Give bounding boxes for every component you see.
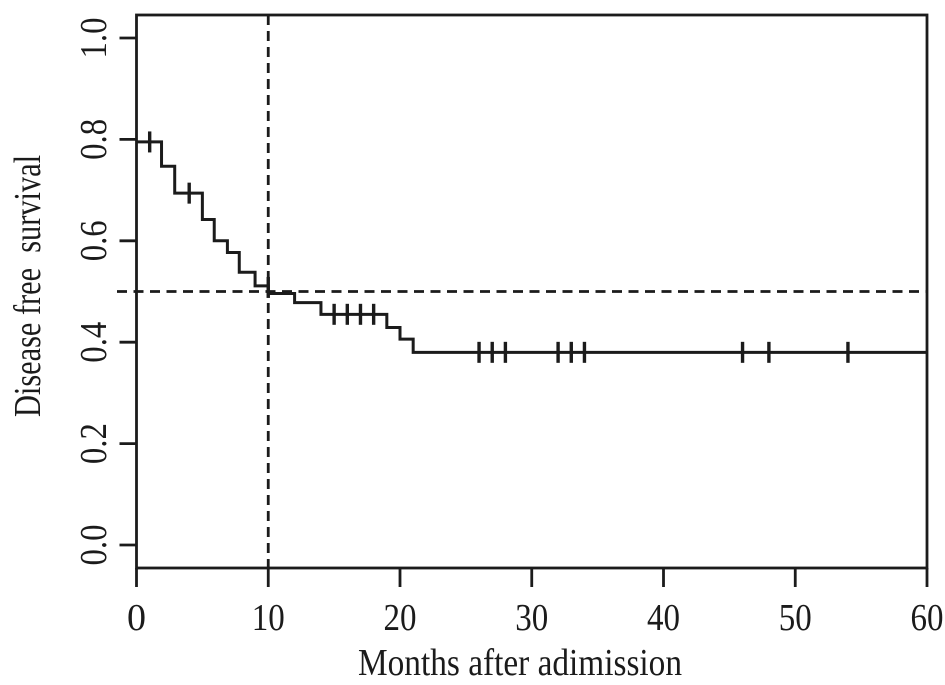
y-tick-label: 0.6 — [73, 220, 115, 261]
x-tick-label: 0 — [127, 597, 146, 639]
x-tick-label: 20 — [384, 597, 417, 639]
y-tick-label: 0.2 — [73, 423, 115, 464]
survival-curve-group — [136, 140, 927, 354]
x-axis: 0 10 20 30 40 50 60 — [127, 568, 944, 639]
y-axis: 1.0 0.8 0.6 0.4 0.2 0.0 — [73, 18, 137, 566]
x-tick-label: 60 — [911, 597, 944, 639]
x-tick-label: 50 — [779, 597, 812, 639]
x-tick-label: 30 — [515, 597, 548, 639]
y-axis-title: Disease free survival — [7, 155, 49, 417]
x-tick-label: 10 — [252, 597, 285, 639]
censor-marks-group — [147, 131, 850, 363]
x-tick-label: 40 — [647, 597, 680, 639]
x-axis-title: Months after adimission — [358, 642, 682, 684]
y-tick-label: 0.0 — [73, 525, 115, 566]
reference-lines — [117, 15, 927, 568]
y-tick-label: 0.8 — [73, 119, 115, 160]
y-tick-label: 1.0 — [73, 18, 115, 59]
y-tick-label: 0.4 — [73, 322, 115, 363]
survival-curve — [136, 140, 927, 354]
